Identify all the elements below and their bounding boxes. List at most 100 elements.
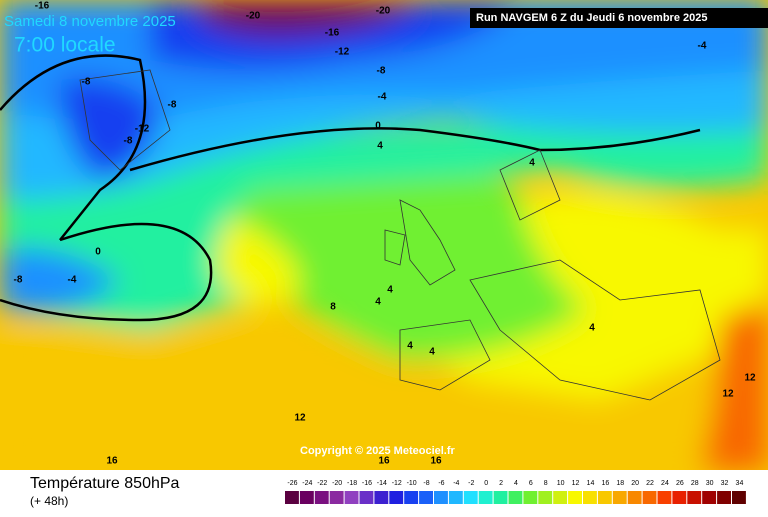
contour-label: -8 — [82, 77, 91, 88]
scale-label: -8 — [423, 480, 429, 487]
scale-swatch — [627, 491, 642, 504]
contour-label: -20 — [246, 11, 261, 22]
contour-label: -4 — [698, 41, 707, 52]
scale-label: -6 — [438, 480, 444, 487]
contour-label: -4 — [68, 275, 77, 286]
scale-swatch — [404, 491, 419, 504]
contour-label: -8 — [124, 136, 133, 147]
scale-label: 6 — [529, 480, 533, 487]
contour-label: -8 — [168, 100, 177, 111]
color-scale: -26 -24 -22 -20 -18 -16 -14 -12 -10 -8 -6 -4 -2 0 2 4 6 8… — [285, 480, 746, 504]
scale-swatch — [434, 491, 448, 504]
scale-swatch — [344, 491, 359, 504]
map-date: Samedi 8 novembre 2025 — [4, 13, 176, 30]
scale-label: 12 — [572, 480, 580, 487]
scale-label: -18 — [347, 480, 357, 487]
scale-label: -10 — [407, 480, 417, 487]
run-info: Run NAVGEM 6 Z du Jeudi 6 novembre 2025 — [476, 12, 707, 24]
contour-label: 12 — [294, 413, 306, 424]
scale-label: 30 — [706, 480, 714, 487]
scale-label: 26 — [676, 480, 684, 487]
scale-label: -20 — [332, 480, 342, 487]
scale-label: 4 — [514, 480, 518, 487]
contour-label: -20 — [376, 6, 391, 17]
scale-label: 0 — [484, 480, 488, 487]
scale-swatch — [314, 491, 329, 504]
scale-label: -26 — [287, 480, 297, 487]
scale-label: 10 — [557, 480, 565, 487]
scale-swatch — [329, 491, 344, 504]
contour-label: 0 — [95, 247, 101, 258]
scale-swatch — [597, 491, 612, 504]
scale-label: 2 — [499, 480, 503, 487]
footer-title: Température 850hPa — [30, 475, 180, 492]
scale-swatch — [448, 491, 463, 504]
scale-label: 16 — [601, 480, 609, 487]
scale-swatch — [657, 491, 672, 504]
scale-swatch — [478, 491, 493, 504]
contour-label: -12 — [135, 124, 150, 135]
scale-swatch — [463, 491, 478, 504]
scale-label: 8 — [544, 480, 548, 487]
scale-swatch — [568, 491, 582, 504]
scale-swatch — [672, 491, 687, 504]
scale-label: 20 — [631, 480, 639, 487]
contour-label: -4 — [378, 92, 387, 103]
contour-label: 0 — [375, 121, 381, 132]
scale-label: -24 — [302, 480, 312, 487]
contour-label: 4 — [377, 141, 383, 152]
scale-swatch — [717, 491, 731, 504]
scale-swatch — [642, 491, 657, 504]
contour-label: -16 — [35, 1, 50, 12]
temperature-field — [0, 0, 768, 470]
scale-swatch — [523, 491, 538, 504]
contour-label: 16 — [430, 456, 442, 467]
scale-swatch — [374, 491, 389, 504]
scale-label: 14 — [587, 480, 595, 487]
scale-swatch — [702, 491, 717, 504]
run-banner — [470, 8, 768, 28]
coastlines — [79, 69, 721, 401]
contour-label: 4 — [387, 285, 393, 296]
scale-swatch — [419, 491, 433, 504]
scale-swatch — [493, 491, 508, 504]
contour-label: -8 — [14, 275, 23, 286]
scale-label: 24 — [661, 480, 669, 487]
contour-label: 4 — [589, 323, 595, 334]
scale-label: 34 — [736, 480, 744, 487]
map-time: 7:00 locale — [14, 34, 116, 57]
contour-label: 16 — [378, 456, 390, 467]
scale-label: -14 — [377, 480, 387, 487]
contour-label: 4 — [429, 347, 435, 358]
copyright: Copyright © 2025 Meteociel.fr — [300, 445, 456, 457]
scale-swatch — [359, 491, 374, 504]
scale-label: 22 — [646, 480, 654, 487]
contour-label: 8 — [330, 302, 336, 313]
contour-label: 4 — [407, 341, 413, 352]
scale-label: 18 — [616, 480, 624, 487]
contour-label: 16 — [106, 456, 118, 467]
contour-label: 12 — [722, 389, 734, 400]
contour-label: -16 — [325, 28, 340, 39]
scale-label: 32 — [721, 480, 729, 487]
scale-label: 28 — [691, 480, 699, 487]
scale-swatch — [553, 491, 568, 504]
scale-swatch — [732, 491, 746, 504]
scale-label: -22 — [317, 480, 327, 487]
scale-swatch — [285, 491, 299, 504]
scale-swatch — [508, 491, 523, 504]
scale-swatch — [583, 491, 597, 504]
contour-labels: -16-20 -20-16-12-8-8-8-12-8-404-40-8 -48 44… — [14, 1, 756, 467]
scale-label: -16 — [362, 480, 372, 487]
contour-label: 12 — [744, 373, 756, 384]
lead-time: (+ 48h) — [30, 494, 68, 508]
contour-label: -12 — [335, 47, 350, 58]
contour-label: 4 — [529, 158, 535, 169]
scale-swatch — [612, 491, 627, 504]
scale-swatch — [299, 491, 314, 504]
scale-label: -12 — [392, 480, 402, 487]
contour-label: 4 — [375, 297, 381, 308]
scale-swatch — [687, 491, 702, 504]
scale-swatch — [538, 491, 553, 504]
